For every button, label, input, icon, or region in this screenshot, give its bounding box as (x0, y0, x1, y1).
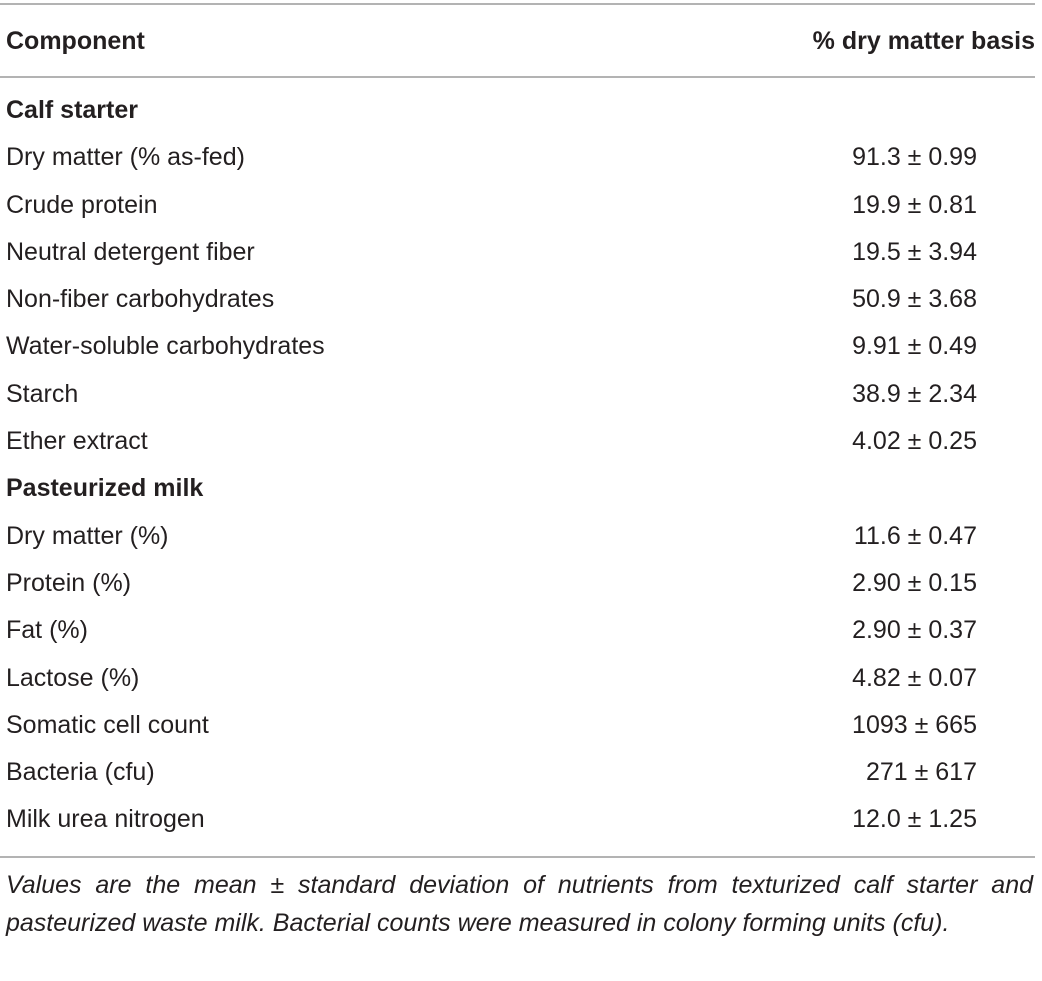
row-value: 4.02 ± 0.25 (852, 427, 977, 456)
table-header-row: Component % dry matter basis (0, 0, 1035, 79)
row-label: Bacteria (cfu) (6, 758, 155, 787)
row-value: 38.9 ± 2.34 (852, 379, 977, 408)
row-value: 11.6 ± 0.47 (853, 521, 977, 550)
table-body: Calf starter Dry matter (% as-fed) 91.3 ± … (0, 88, 1035, 845)
row-value: 12.0 ± 1.25 (852, 805, 977, 834)
header-value: % dry matter basis (812, 27, 1035, 55)
row-value: 4.82 ± 0.07 (852, 663, 977, 692)
table-row: Bacteria (cfu) 271 ± 617 (0, 750, 1035, 797)
table-footnote: Values are the mean ± standard deviation… (6, 871, 1033, 937)
header-component: Component (6, 27, 145, 55)
row-value: 19.9 ± 0.81 (852, 190, 977, 219)
table-row: Water-soluble carbohydrates 9.91 ± 0.49 (0, 324, 1035, 371)
row-label: Milk urea nitrogen (6, 805, 205, 834)
row-label: Somatic cell count (6, 710, 209, 739)
row-value: 50.9 ± 3.68 (852, 285, 977, 314)
section-label: Pasteurized milk (6, 474, 204, 503)
table-row: Fat (%) 2.90 ± 0.37 (0, 608, 1035, 655)
row-label: Ether extract (6, 427, 148, 456)
row-label: Lactose (%) (6, 663, 140, 692)
row-label: Protein (%) (6, 568, 132, 597)
row-value: 1093 ± 665 (852, 710, 977, 739)
table-section-row: Calf starter (0, 88, 1035, 135)
row-value: 91.3 ± 0.99 (852, 143, 977, 172)
row-value: 271 ± 617 (865, 758, 977, 787)
row-label: Fat (%) (6, 616, 88, 645)
table-section-row: Pasteurized milk (0, 466, 1035, 513)
row-label: Starch (6, 379, 79, 408)
table-top-rule (0, 3, 1035, 5)
table-header-rule (0, 76, 1035, 78)
table-row: Dry matter (%) 11.6 ± 0.47 (0, 514, 1035, 561)
table-row: Crude protein 19.9 ± 0.81 (0, 183, 1035, 230)
table-row: Dry matter (% as-fed) 91.3 ± 0.99 (0, 135, 1035, 182)
table-row: Lactose (%) 4.82 ± 0.07 (0, 656, 1035, 703)
row-value: 19.5 ± 3.94 (852, 237, 977, 266)
table-row: Ether extract 4.02 ± 0.25 (0, 419, 1035, 466)
table-row: Non-fiber carbohydrates 50.9 ± 3.68 (0, 277, 1035, 324)
row-label: Non-fiber carbohydrates (6, 285, 275, 314)
row-label: Crude protein (6, 190, 158, 219)
section-label: Calf starter (6, 96, 138, 124)
row-value: 9.91 ± 0.49 (852, 332, 977, 361)
row-label: Dry matter (% as-fed) (6, 143, 245, 172)
table-row: Neutral detergent fiber 19.5 ± 3.94 (0, 230, 1035, 277)
row-label: Dry matter (%) (6, 521, 169, 550)
table-row: Protein (%) 2.90 ± 0.15 (0, 561, 1035, 608)
table-bottom-rule (0, 856, 1035, 858)
table-row: Milk urea nitrogen 12.0 ± 1.25 (0, 797, 1035, 844)
table-row: Somatic cell count 1093 ± 665 (0, 703, 1035, 750)
row-value: 2.90 ± 0.37 (852, 616, 977, 645)
row-label: Water-soluble carbohydrates (6, 332, 325, 361)
row-value: 2.90 ± 0.15 (852, 568, 977, 597)
row-label: Neutral detergent fiber (6, 237, 255, 266)
table-row: Starch 38.9 ± 2.34 (0, 372, 1035, 419)
